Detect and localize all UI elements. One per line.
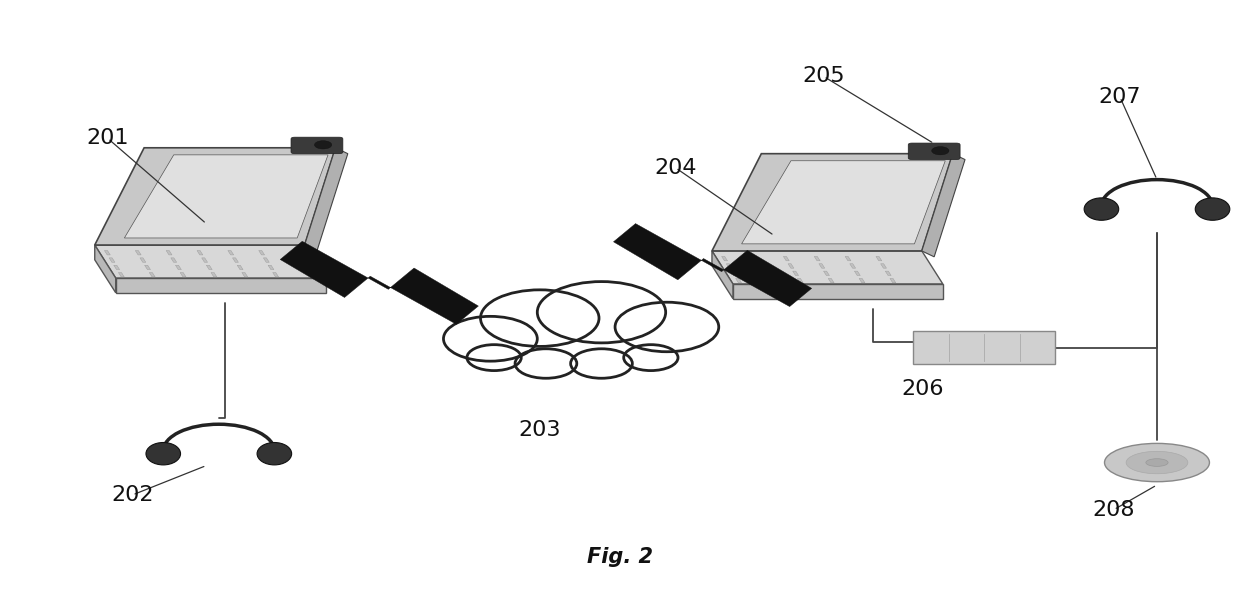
Polygon shape (180, 273, 186, 277)
Circle shape (444, 317, 537, 361)
Polygon shape (735, 278, 742, 283)
Polygon shape (712, 154, 952, 251)
Polygon shape (242, 273, 248, 277)
Polygon shape (753, 256, 759, 261)
Polygon shape (784, 256, 789, 261)
Polygon shape (263, 258, 269, 262)
Polygon shape (228, 250, 234, 255)
Polygon shape (722, 256, 728, 261)
Ellipse shape (1195, 198, 1230, 220)
Polygon shape (114, 265, 119, 270)
Polygon shape (145, 265, 150, 270)
Polygon shape (761, 271, 768, 275)
Polygon shape (815, 256, 820, 261)
Polygon shape (268, 265, 274, 270)
Polygon shape (211, 273, 217, 277)
Polygon shape (259, 250, 264, 255)
Polygon shape (823, 271, 830, 275)
Text: 205: 205 (802, 67, 844, 86)
Circle shape (615, 302, 719, 352)
Polygon shape (118, 273, 124, 277)
Polygon shape (115, 278, 326, 293)
Text: 207: 207 (1099, 87, 1141, 107)
FancyBboxPatch shape (908, 143, 960, 159)
Polygon shape (94, 148, 336, 245)
Polygon shape (854, 271, 861, 275)
Polygon shape (171, 258, 176, 262)
Text: 203: 203 (518, 420, 560, 440)
Text: 206: 206 (901, 379, 944, 399)
Circle shape (481, 290, 599, 346)
Polygon shape (233, 258, 238, 262)
Polygon shape (479, 350, 694, 368)
Polygon shape (859, 278, 866, 283)
Circle shape (467, 345, 521, 371)
Polygon shape (885, 271, 892, 275)
Polygon shape (441, 339, 719, 368)
Polygon shape (109, 258, 115, 262)
Polygon shape (875, 256, 882, 261)
Polygon shape (758, 264, 763, 268)
Polygon shape (140, 258, 146, 262)
Text: Fig. 2: Fig. 2 (587, 547, 653, 567)
Polygon shape (712, 251, 733, 299)
Polygon shape (797, 278, 804, 283)
Polygon shape (730, 271, 737, 275)
Text: 208: 208 (1092, 500, 1135, 519)
Polygon shape (149, 273, 155, 277)
Polygon shape (712, 251, 942, 284)
Polygon shape (890, 278, 895, 283)
Polygon shape (727, 264, 732, 268)
Polygon shape (206, 265, 212, 270)
Polygon shape (742, 161, 945, 244)
FancyBboxPatch shape (291, 137, 343, 154)
Polygon shape (166, 250, 172, 255)
Polygon shape (176, 265, 181, 270)
Polygon shape (280, 242, 479, 324)
Ellipse shape (146, 443, 181, 465)
Polygon shape (94, 245, 326, 278)
Text: 202: 202 (112, 485, 154, 505)
Ellipse shape (257, 443, 291, 465)
Circle shape (931, 146, 949, 155)
Polygon shape (921, 154, 965, 257)
Polygon shape (789, 264, 794, 268)
Polygon shape (818, 264, 825, 268)
Polygon shape (237, 265, 243, 270)
Polygon shape (104, 250, 110, 255)
Polygon shape (792, 271, 799, 275)
Polygon shape (766, 278, 773, 283)
Circle shape (624, 345, 678, 371)
Polygon shape (273, 273, 279, 277)
Polygon shape (849, 264, 856, 268)
Polygon shape (828, 278, 835, 283)
Ellipse shape (1126, 452, 1188, 474)
Polygon shape (733, 284, 942, 299)
Ellipse shape (1146, 459, 1168, 466)
Polygon shape (197, 250, 203, 255)
Polygon shape (846, 256, 851, 261)
Text: 204: 204 (655, 158, 697, 178)
Polygon shape (880, 264, 887, 268)
Circle shape (537, 281, 666, 343)
Polygon shape (614, 224, 812, 306)
Text: 201: 201 (87, 129, 129, 148)
Ellipse shape (1084, 198, 1118, 220)
Polygon shape (135, 250, 141, 255)
Circle shape (570, 349, 632, 378)
Polygon shape (124, 155, 329, 238)
Bar (913, 331, 1055, 364)
Polygon shape (202, 258, 207, 262)
Circle shape (315, 140, 332, 149)
Circle shape (515, 349, 577, 378)
Polygon shape (94, 245, 115, 293)
Polygon shape (305, 148, 347, 251)
Ellipse shape (1105, 443, 1209, 482)
